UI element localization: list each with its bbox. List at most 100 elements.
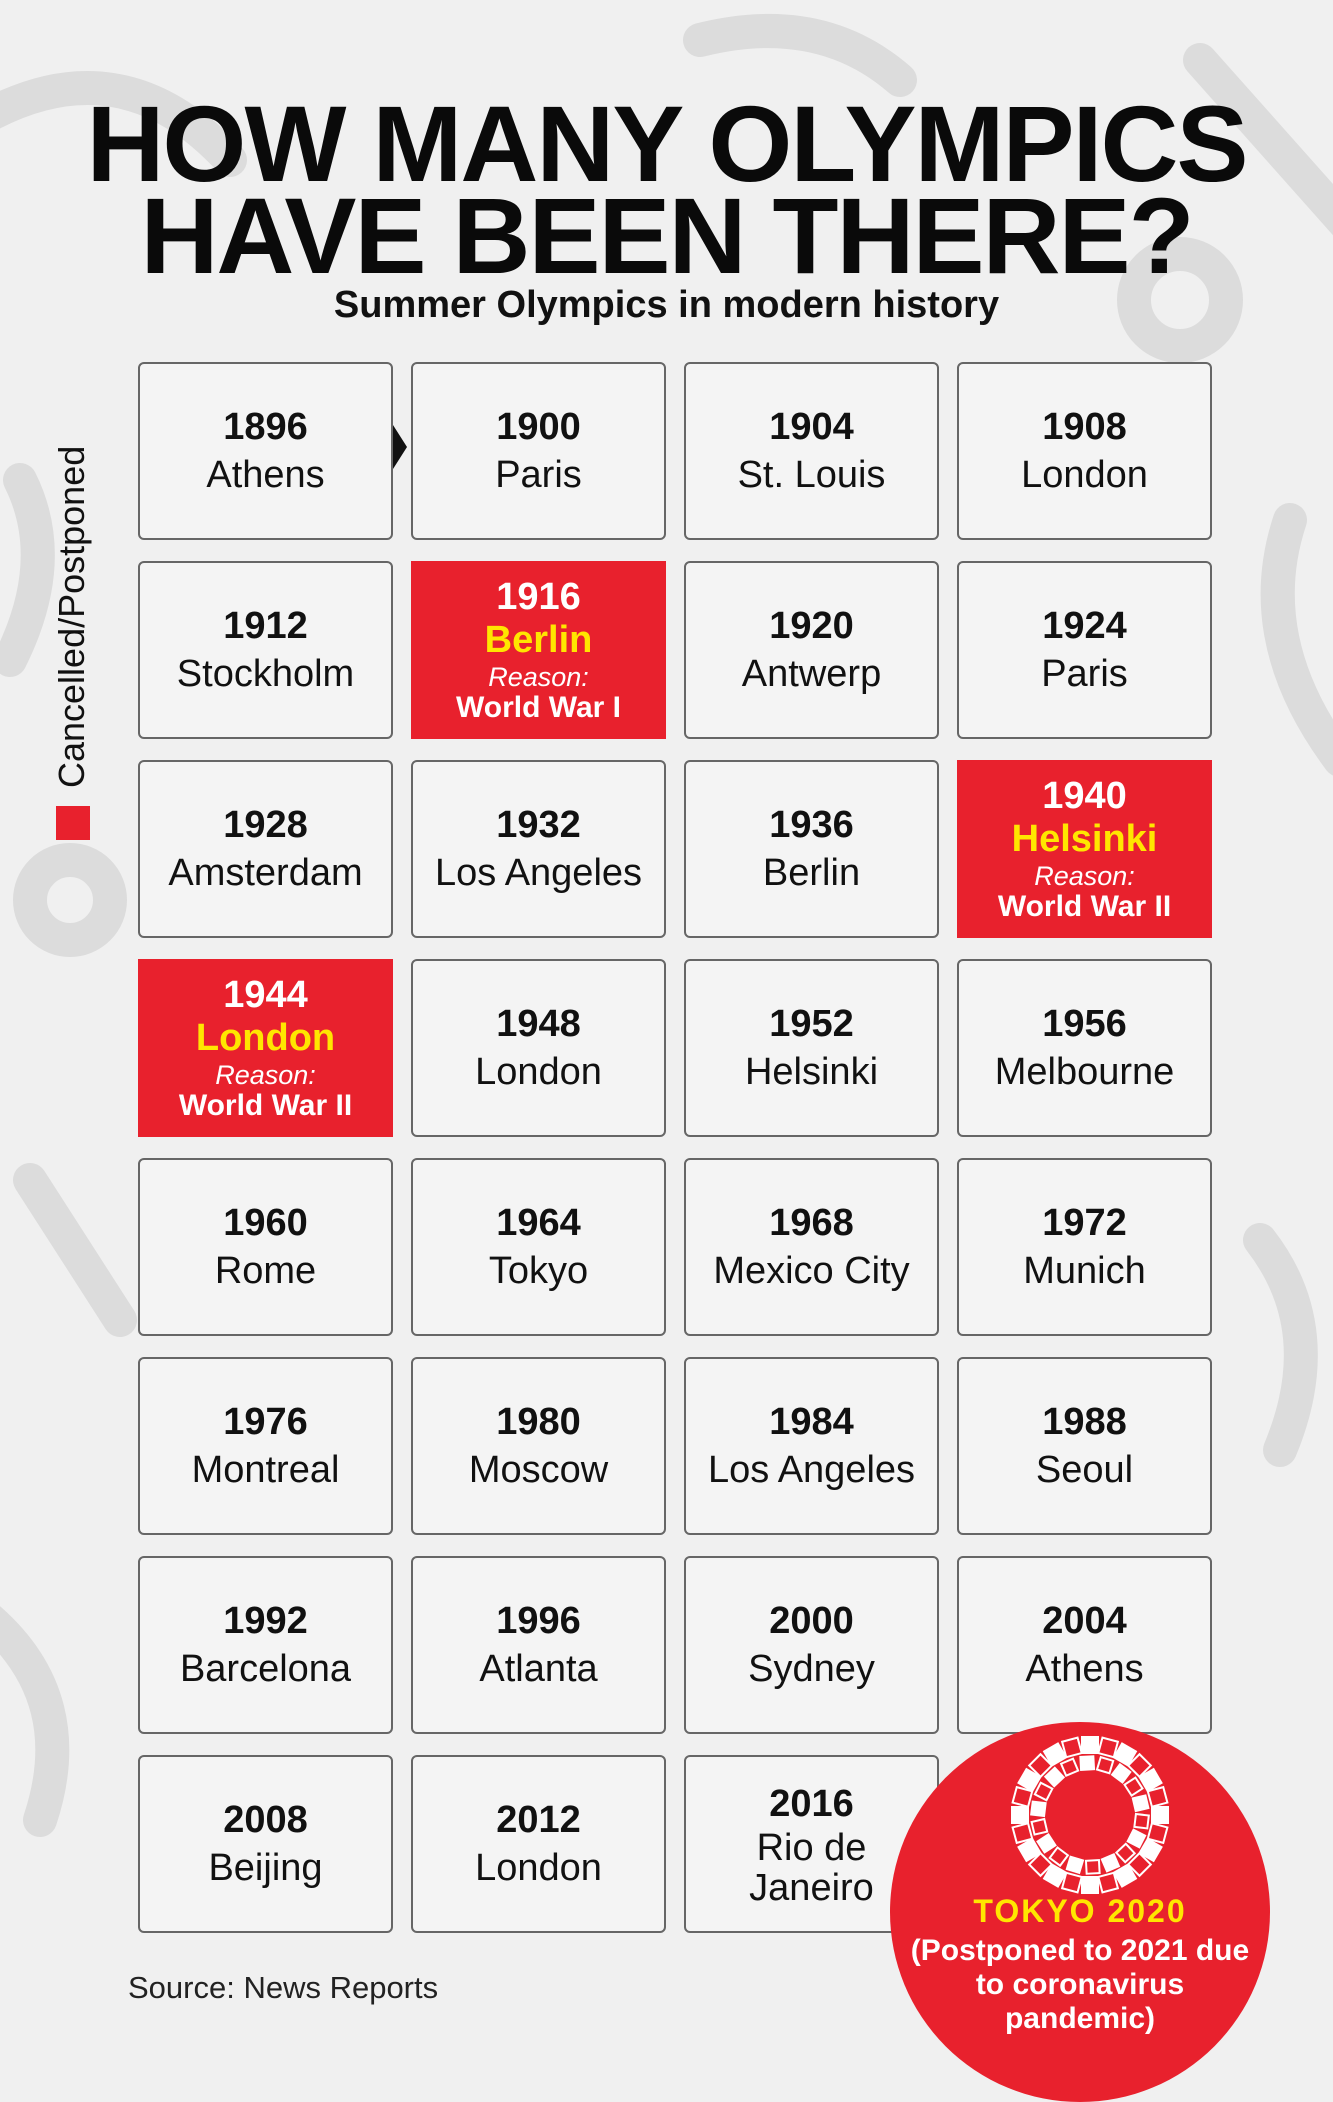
games-year: 1948 (496, 1003, 581, 1045)
games-city: Berlin (762, 852, 861, 894)
games-cell-2004: 2004 Athens (957, 1556, 1212, 1734)
arrow-icon (393, 425, 407, 469)
games-year: 1968 (769, 1202, 854, 1244)
title-line-2: HAVE BEEN THERE? (140, 175, 1194, 296)
games-city: Los Angeles (434, 852, 643, 894)
games-year: 1916 (496, 576, 581, 618)
cancel-reason: World War II (178, 1089, 353, 1122)
games-year: 1928 (223, 804, 308, 846)
games-city: Helsinki (1011, 818, 1158, 860)
games-year: 2004 (1042, 1600, 1127, 1642)
games-year: 1924 (1042, 605, 1127, 647)
games-cell-1916-cancelled: 1916 Berlin Reason: World War I (411, 561, 666, 739)
games-city: London (1021, 454, 1148, 496)
cancel-reason-label: Reason: (1034, 861, 1135, 891)
games-city: Montreal (191, 1449, 340, 1491)
legend-swatch (56, 806, 90, 840)
games-city: Helsinki (744, 1051, 879, 1093)
subtitle: Summer Olympics in modern history (333, 284, 1000, 326)
games-year: 1972 (1042, 1202, 1127, 1244)
games-cell-1912: 1912 Stockholm (138, 561, 393, 739)
games-city: Seoul (1035, 1449, 1134, 1491)
games-year: 1904 (769, 406, 854, 448)
games-cell-1996: 1996 Atlanta (411, 1556, 666, 1734)
games-cell-1928: 1928 Amsterdam (138, 760, 393, 938)
games-cell-1896: 1896 Athens (138, 362, 393, 540)
source-note: Source: News Reports (128, 1970, 439, 2005)
games-year: 1920 (769, 605, 854, 647)
games-year: 1992 (223, 1600, 308, 1642)
games-cell-1924: 1924 Paris (957, 561, 1212, 739)
games-cell-1976: 1976 Montreal (138, 1357, 393, 1535)
cancel-reason: World War I (456, 691, 621, 724)
games-cell-1992: 1992 Barcelona (138, 1556, 393, 1734)
games-cell-1900: 1900 Paris (411, 362, 666, 540)
games-city: Rio de Janeiro (749, 1827, 874, 1909)
games-cell-1940-cancelled: 1940 Helsinki Reason: World War II (957, 760, 1212, 938)
games-year: 1980 (496, 1401, 581, 1443)
cancel-reason-label: Reason: (215, 1060, 316, 1090)
games-city: St. Louis (737, 454, 886, 496)
games-year: 2000 (769, 1600, 854, 1642)
games-city: Athens (1025, 1648, 1144, 1690)
cancel-reason-label: Reason: (488, 662, 589, 692)
games-year: 1952 (769, 1003, 854, 1045)
games-cell-1964: 1964 Tokyo (411, 1158, 666, 1336)
games-city: Athens (206, 454, 325, 496)
tokyo-2020-label: TOKYO 2020 (973, 1893, 1187, 1929)
games-city: Stockholm (176, 653, 355, 695)
games-cell-1960: 1960 Rome (138, 1158, 393, 1336)
games-cell-1904: 1904 St. Louis (684, 362, 939, 540)
games-cell-1956: 1956 Melbourne (957, 959, 1212, 1137)
games-cell-2000: 2000 Sydney (684, 1556, 939, 1734)
games-year: 2012 (496, 1799, 581, 1841)
games-city: Sydney (748, 1648, 875, 1690)
cancel-reason: World War II (997, 890, 1172, 923)
games-cell-2008: 2008 Beijing (138, 1755, 393, 1933)
games-city: Paris (1041, 653, 1128, 695)
games-cell-1944-cancelled: 1944 London Reason: World War II (138, 959, 393, 1137)
games-city: London (475, 1051, 602, 1093)
games-city: Antwerp (741, 653, 882, 695)
games-year: 1944 (223, 974, 308, 1016)
tokyo-2020-emblem-icon (1011, 1736, 1169, 1894)
games-cell-1908: 1908 London (957, 362, 1212, 540)
games-cell-1972: 1972 Munich (957, 1158, 1212, 1336)
games-city: Beijing (208, 1847, 323, 1889)
games-cell-1968: 1968 Mexico City (684, 1158, 939, 1336)
games-year: 2016 (769, 1783, 854, 1825)
games-year: 1896 (223, 406, 308, 448)
games-city: Los Angeles (707, 1449, 916, 1491)
games-cell-2012: 2012 London (411, 1755, 666, 1933)
games-city: London (195, 1017, 336, 1059)
games-city: Munich (1023, 1250, 1146, 1292)
tokyo-2020-note: (Postponed to 2021 due to coronavirus pa… (910, 1934, 1250, 2035)
games-year: 1984 (769, 1401, 854, 1443)
games-city: Berlin (484, 619, 593, 661)
games-year: 1908 (1042, 406, 1127, 448)
games-city: Atlanta (479, 1648, 598, 1690)
games-year: 2008 (223, 1799, 308, 1841)
games-city: Amsterdam (168, 852, 363, 894)
games-cell-1932: 1932 Los Angeles (411, 760, 666, 938)
games-city: Rome (214, 1250, 317, 1292)
games-year: 1960 (223, 1202, 308, 1244)
games-city: Melbourne (994, 1051, 1175, 1093)
games-city: Paris (495, 454, 582, 496)
legend: Cancelled/Postponed (51, 370, 92, 840)
games-cell-1920: 1920 Antwerp (684, 561, 939, 739)
games-city: Mexico City (713, 1250, 910, 1292)
games-cell-1948: 1948 London (411, 959, 666, 1137)
games-city: London (475, 1847, 602, 1889)
games-city: Tokyo (488, 1250, 589, 1292)
games-year: 1996 (496, 1600, 581, 1642)
games-year: 1932 (496, 804, 581, 846)
games-cell-1980: 1980 Moscow (411, 1357, 666, 1535)
games-year: 1940 (1042, 775, 1127, 817)
games-cell-1984: 1984 Los Angeles (684, 1357, 939, 1535)
games-cell-1936: 1936 Berlin (684, 760, 939, 938)
title-line-1: HOW MANY OLYMPICS (86, 83, 1248, 204)
games-cell-1952: 1952 Helsinki (684, 959, 939, 1137)
